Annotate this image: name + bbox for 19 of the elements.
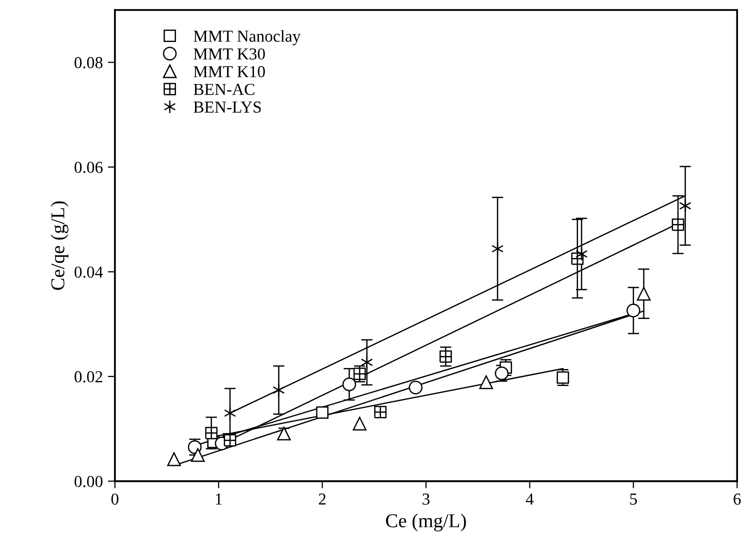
- y-tick-label: 0.00: [74, 476, 102, 488]
- legend-label: BEN-AC: [194, 84, 254, 96]
- legend-label: MMT Nanoclay: [194, 30, 301, 46]
- y-tick-label: 0.04: [74, 266, 103, 278]
- x-tick-label: 0: [111, 493, 118, 505]
- x-tick-label: 4: [526, 494, 534, 505]
- y-tick-label: 0.02: [74, 371, 102, 382]
- x-tick-label: 2: [318, 494, 326, 505]
- x-axis-title: Ce (mg/L): [386, 514, 466, 532]
- y-tick-label: 0.08: [74, 57, 102, 68]
- legend-label: MMT K30: [194, 48, 265, 60]
- x-tick-label: 3: [422, 494, 430, 505]
- legend-label: MMT K10: [194, 66, 265, 78]
- legend-label: BEN-LYS: [194, 102, 261, 113]
- x-tick-label: 6: [734, 494, 741, 505]
- y-tick-label: 0.06: [74, 162, 103, 174]
- y-axis-title: Ce/qe (g/L): [50, 201, 68, 290]
- x-tick-label: 5: [630, 494, 637, 505]
- x-tick-label: 1: [216, 494, 222, 505]
